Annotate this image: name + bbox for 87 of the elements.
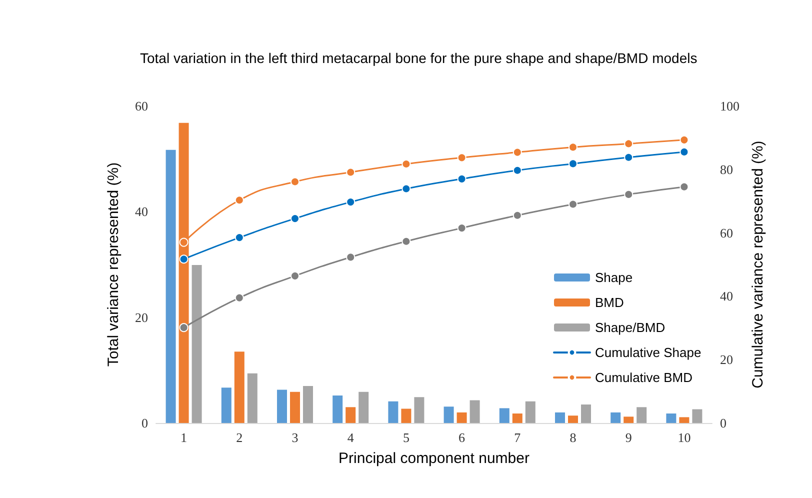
bar [525,401,536,423]
point [234,293,244,302]
point [290,271,300,280]
point [680,147,689,156]
point [234,233,244,242]
bar [692,409,702,423]
bar [568,416,578,423]
bar [221,388,232,423]
y2-tick-label: 100 [720,98,740,114]
point [179,254,188,264]
point [568,142,578,152]
point [512,148,522,157]
x-tick-label: 2 [236,430,243,445]
x-tick-label: 6 [458,430,466,445]
bar [679,417,690,423]
bar [358,392,369,423]
x-tick-label: 8 [570,430,576,445]
legend-label: Shape [595,270,633,285]
point [568,159,578,168]
bar [277,390,287,423]
x-tick-label: 1 [180,430,188,445]
bar [470,400,480,423]
point [179,323,188,332]
bar [332,396,343,423]
bar [401,408,412,423]
y2-tick-label: 40 [720,288,733,304]
x-tick-label: 4 [347,430,354,445]
point [179,238,188,247]
legend-label: Cumulative Shape [595,345,702,360]
point [457,224,466,233]
y-tick-label: 40 [135,204,148,220]
bar [388,401,398,423]
point [290,177,300,186]
bar [610,412,621,423]
y2-tick-label: 80 [720,162,733,177]
bar [456,412,467,423]
y2-tick-label: 0 [720,416,726,430]
y-tick-label: 20 [135,310,148,325]
bar [247,373,258,423]
point [680,182,689,192]
bar [512,413,522,423]
point [457,174,466,184]
bar [581,404,591,423]
point [568,200,578,209]
point [624,139,634,148]
bar [192,265,202,423]
x-tick-label: 7 [514,430,522,445]
x-tick-label: 3 [292,430,298,445]
legend-label: Cumulative BMD [595,370,693,385]
bar [636,407,647,423]
y2-tick-label: 20 [720,352,733,368]
legend-label: Shape/BMD [595,320,666,335]
y2-axis-title: Cumulative variance represented (%) [749,140,766,388]
point [680,135,689,144]
chart-title: Total variation in the left third metacarpal bone for the pure shape and shape/BMD models [140,50,698,66]
bar [666,413,676,423]
bar [499,408,510,423]
legend-label: BMD [595,295,624,310]
point [346,252,356,262]
bar [303,386,313,423]
x-tick-label: 10 [678,430,691,445]
point [624,190,634,199]
point [457,153,466,162]
bar [346,407,356,423]
point [402,236,411,246]
point [346,198,356,207]
y-axis-title: Total variance represented (%) [105,162,122,367]
point [624,152,634,162]
point [512,166,522,175]
bar [444,406,454,423]
y-tick-label: 0 [142,416,148,430]
bar [414,397,424,423]
bar [166,150,176,423]
point [346,168,356,177]
x-axis-title: Principal component number [338,450,530,467]
point [402,184,411,194]
y-tick-label: 60 [135,98,148,114]
point [512,210,522,220]
x-tick-label: 9 [625,430,632,445]
x-tick-label: 5 [402,430,410,445]
point [290,214,300,224]
point [234,196,244,205]
bar [234,352,244,423]
y2-tick-label: 60 [720,225,733,240]
bar [555,412,565,423]
bar [290,392,300,423]
bar [624,416,634,423]
